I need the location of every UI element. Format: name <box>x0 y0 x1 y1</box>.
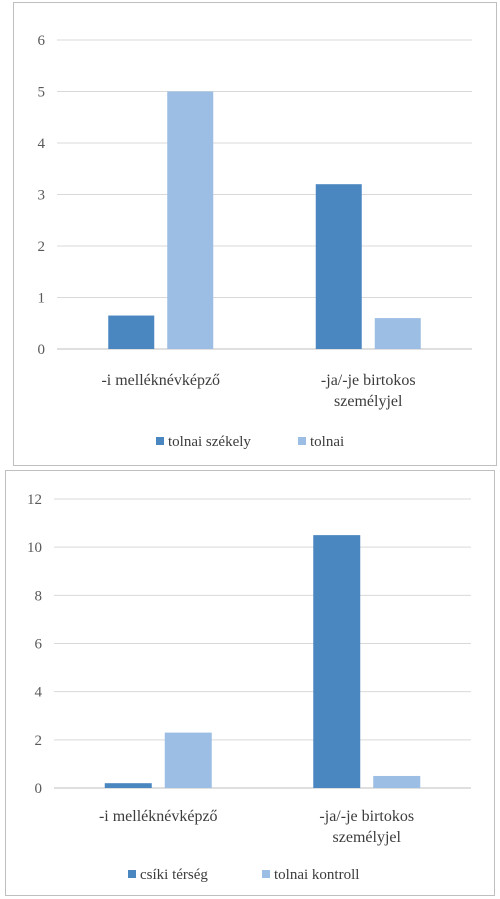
x-tick-label: -i melléknévképző <box>101 372 220 389</box>
y-tick-label: 5 <box>38 85 46 101</box>
chart-panel-1: 0 1 2 3 4 5 6 -i melléknévképző -ja/-je birtokos… <box>13 2 497 466</box>
legend-label: tolnai székely <box>168 434 251 450</box>
legend-swatch <box>128 870 136 878</box>
y-tick-label: 2 <box>35 733 43 749</box>
x-tick-label: -i melléknévképző <box>99 808 218 825</box>
y-tick-label: 0 <box>38 342 46 358</box>
y-tick-label: 1 <box>38 291 46 307</box>
legend-label: csíki térség <box>140 867 208 883</box>
bar <box>104 783 152 788</box>
bar <box>167 91 214 349</box>
bar-chart-2: 0 2 4 6 8 10 12 -i melléknévképző -ja/-je birtok… <box>27 492 471 883</box>
legend-label: tolnai <box>310 434 344 450</box>
bar <box>313 535 361 788</box>
x-tick-label: -ja/-je birtokos <box>321 372 416 389</box>
y-tick-label: 6 <box>35 637 43 653</box>
legend-swatch <box>262 870 270 878</box>
legend-label: tolnai kontroll <box>274 867 359 883</box>
y-tick-label: 3 <box>38 188 46 204</box>
bar <box>108 315 155 349</box>
bar <box>373 775 421 788</box>
bar-chart-1: 0 1 2 3 4 5 6 -i melléknévképző -ja/-je birtokos… <box>38 33 472 450</box>
x-tick-label: személyjel <box>334 393 403 410</box>
legend-swatch <box>298 437 306 445</box>
chart-panel-2: 0 2 4 6 8 10 12 -i melléknévképző -ja/-je birtok… <box>5 470 495 896</box>
x-tick-label: személyjel <box>333 829 402 846</box>
y-tick-label: 10 <box>27 540 42 556</box>
y-tick-label: 6 <box>38 33 46 49</box>
y-tick-label: 0 <box>35 781 43 797</box>
bar <box>374 318 421 349</box>
x-tick-label: -ja/-je birtokos <box>319 808 414 825</box>
bar <box>315 184 362 349</box>
y-tick-label: 2 <box>38 239 46 255</box>
y-tick-label: 8 <box>35 588 43 604</box>
y-tick-label: 4 <box>35 685 43 701</box>
y-tick-label: 12 <box>27 492 42 508</box>
bar <box>164 732 212 788</box>
legend-swatch <box>156 437 164 445</box>
y-tick-label: 4 <box>38 136 46 152</box>
